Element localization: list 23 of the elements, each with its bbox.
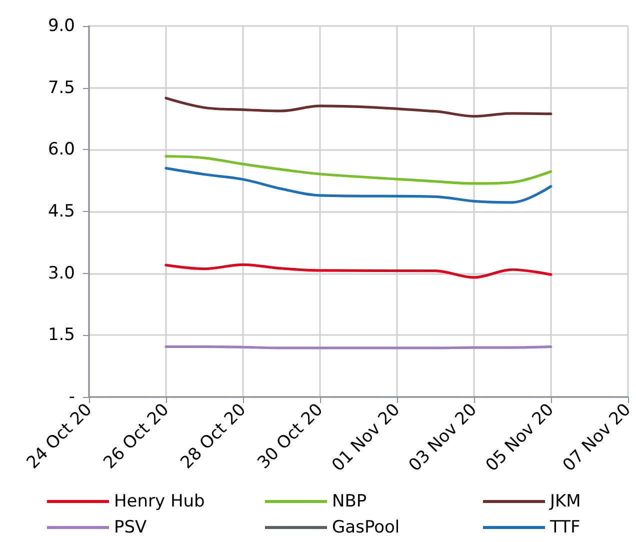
x-tick-label: 28 Oct 20 <box>176 400 250 474</box>
x-tick-label: 26 Oct 20 <box>100 400 174 474</box>
line-series <box>164 263 552 279</box>
y-tick-label: 9.0 <box>48 16 75 36</box>
legend-label: TTF <box>549 518 580 538</box>
y-tick-label: 7.5 <box>48 78 75 98</box>
line-series <box>164 154 552 185</box>
line-series <box>164 166 552 204</box>
x-tick-label: 05 Nov 20 <box>482 400 558 476</box>
x-tick-label: 30 Oct 20 <box>254 400 328 474</box>
legend-label: JKM <box>549 492 581 512</box>
legend-label: Henry Hub <box>114 492 205 512</box>
y-tick-label: 3.0 <box>48 263 75 284</box>
y-tick-label: 4.5 <box>48 202 75 222</box>
y-tick-label: 1.5 <box>48 325 75 346</box>
legend-label: NBP <box>332 492 367 512</box>
legend-label: GasPool <box>332 518 400 538</box>
x-tick-label: 01 Nov 20 <box>328 400 404 476</box>
y-tick-label: 6.0 <box>48 140 75 160</box>
x-tick-label: 03 Nov 20 <box>405 400 481 476</box>
legend-label: PSV <box>114 518 148 538</box>
x-tick-label: 07 Nov 20 <box>559 400 635 476</box>
line-series <box>164 96 552 118</box>
